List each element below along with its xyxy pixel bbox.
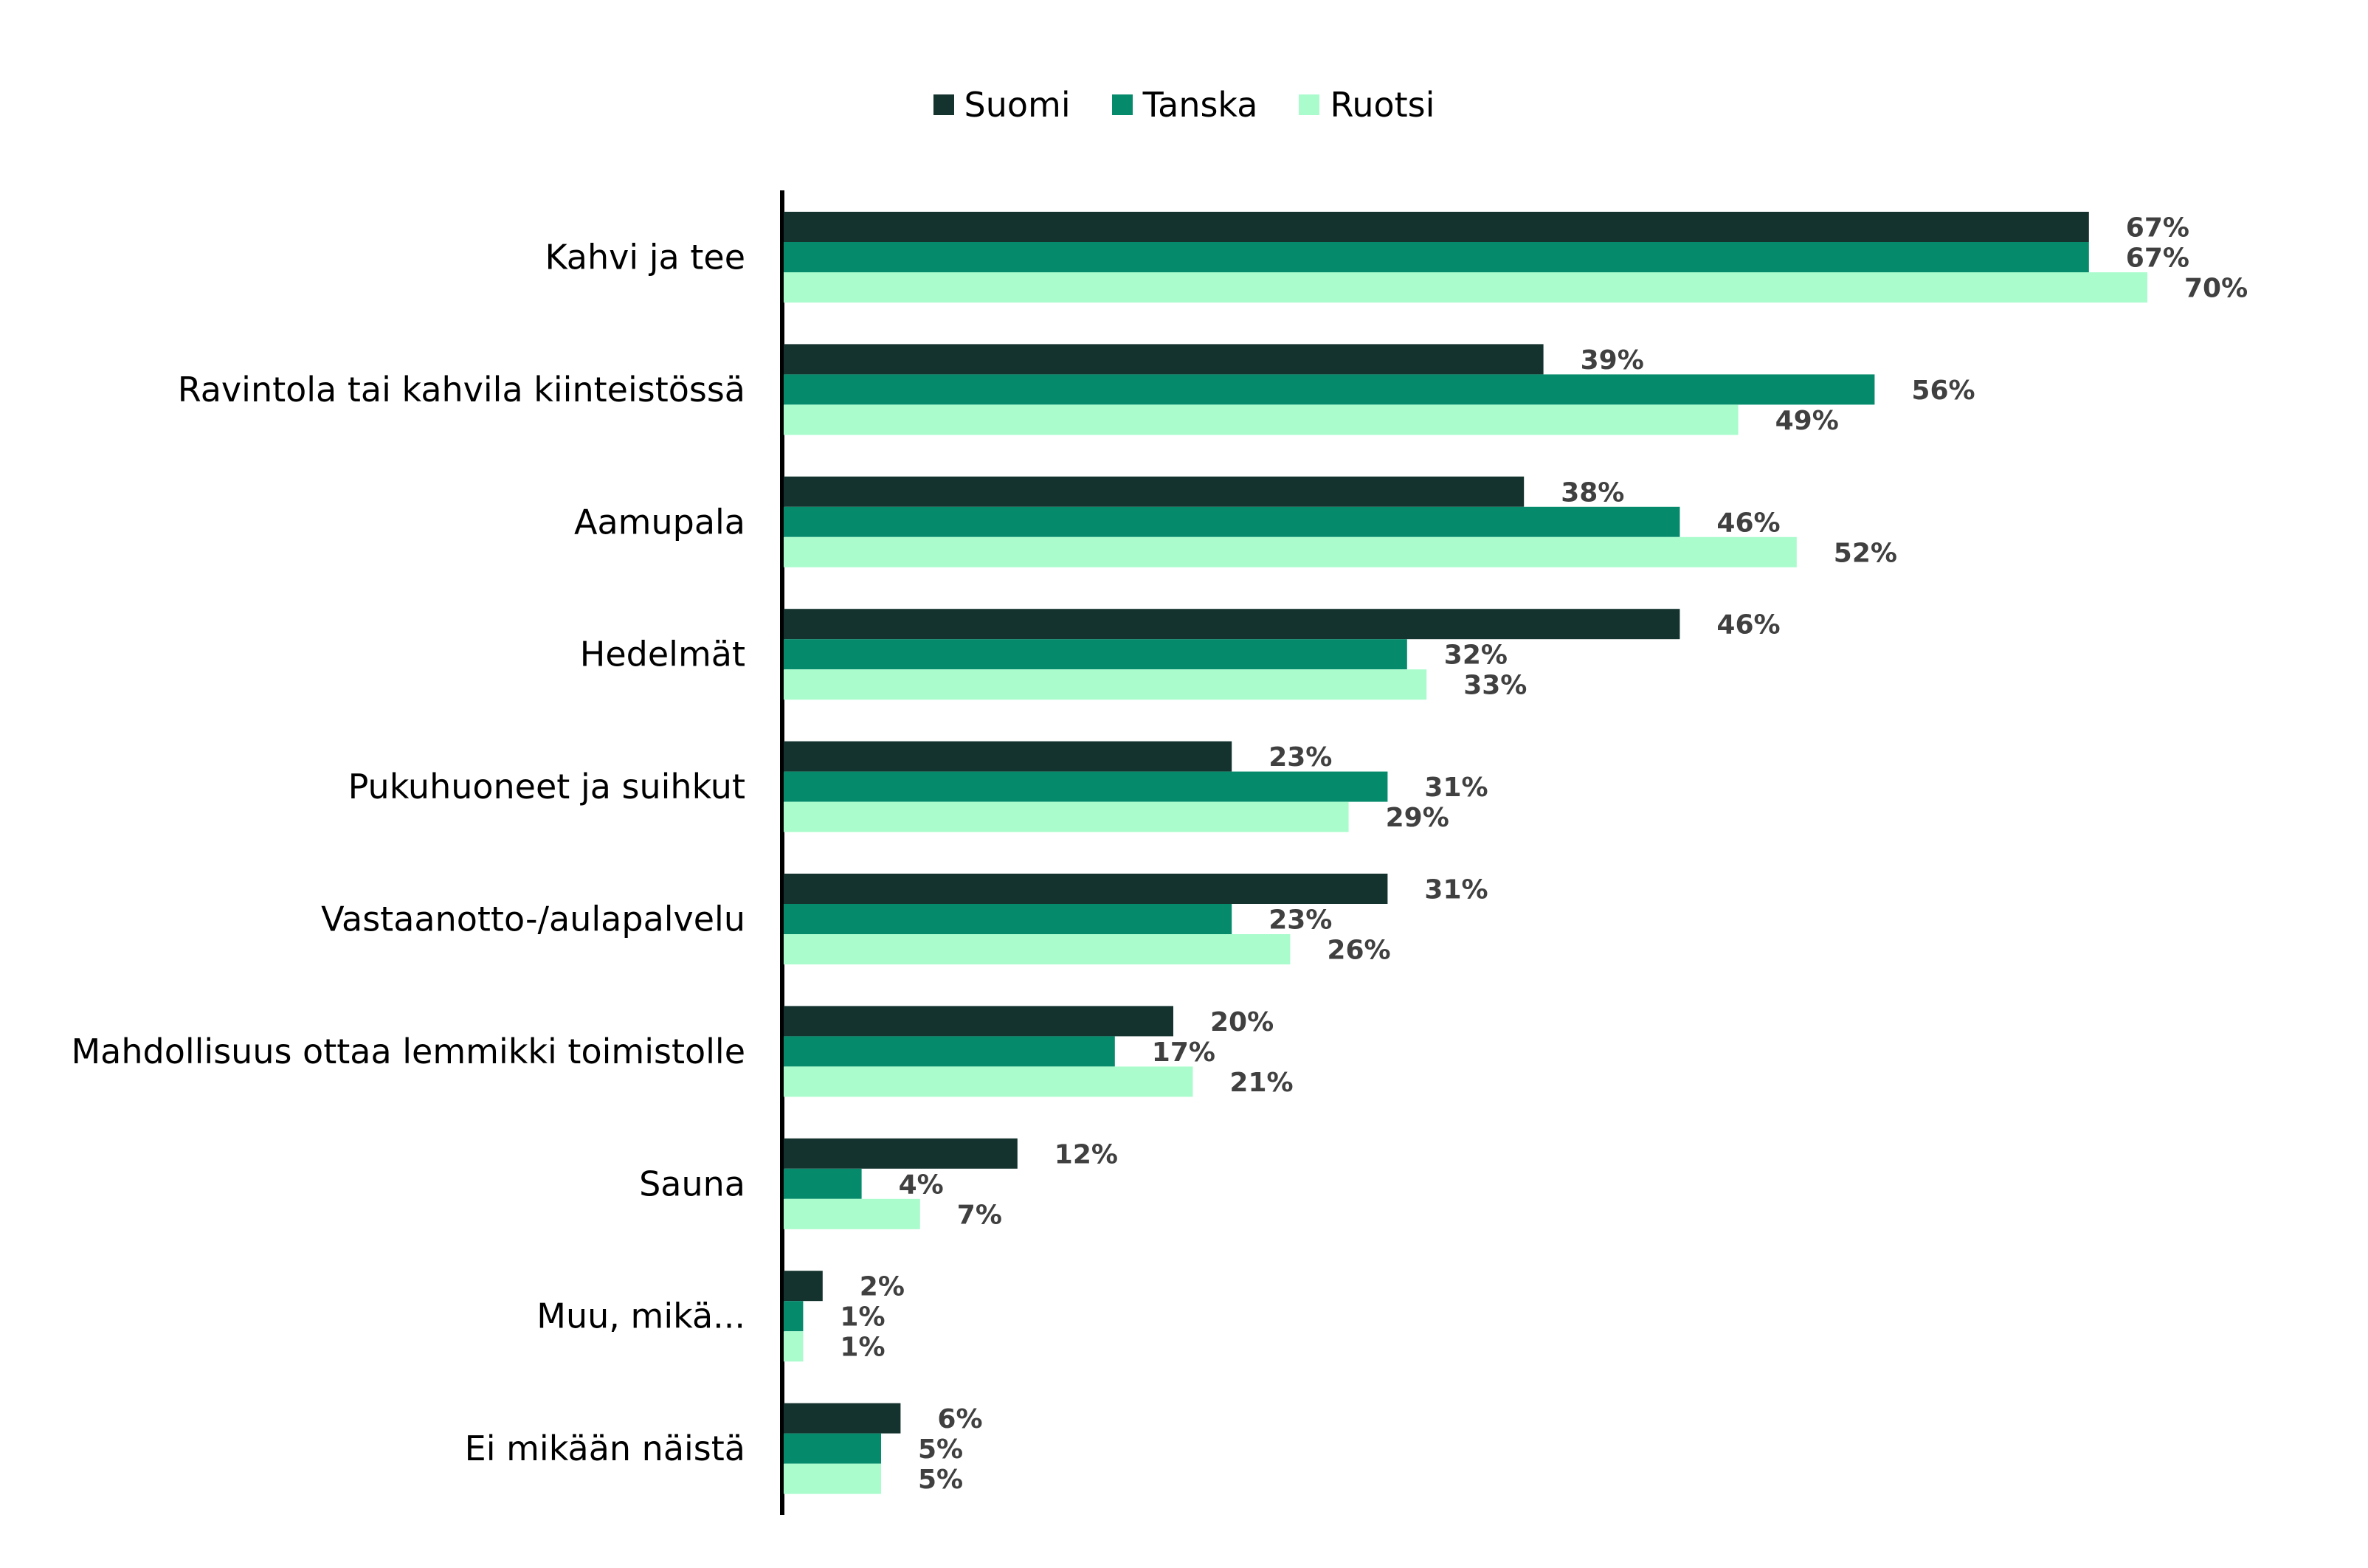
bar-tanska bbox=[784, 639, 1407, 670]
data-label: 23% bbox=[1268, 742, 1332, 773]
legend-item-tanska: Tanska bbox=[1111, 85, 1258, 125]
category-label: Ravintola tai kahvila kiinteistössä bbox=[178, 370, 745, 410]
bar-tanska bbox=[784, 1036, 1115, 1067]
bar-tanska bbox=[784, 904, 1232, 934]
data-label: 17% bbox=[1152, 1037, 1215, 1068]
bar-ruotsi bbox=[784, 536, 1797, 567]
legend-swatch bbox=[1299, 94, 1320, 115]
data-label: 20% bbox=[1210, 1007, 1274, 1037]
bar-tanska bbox=[784, 242, 2089, 272]
data-label: 7% bbox=[957, 1200, 1002, 1230]
data-label: 5% bbox=[918, 1434, 963, 1465]
data-label: 21% bbox=[1229, 1068, 1293, 1098]
bar-suomi bbox=[784, 1403, 901, 1434]
legend-item-ruotsi: Ruotsi bbox=[1299, 85, 1435, 125]
data-label: 46% bbox=[1716, 610, 1780, 640]
bar-ruotsi bbox=[784, 272, 2147, 303]
bar-tanska bbox=[784, 1433, 881, 1464]
data-label: 49% bbox=[1775, 406, 1839, 436]
bar-ruotsi bbox=[784, 1198, 920, 1229]
legend-swatch bbox=[933, 94, 954, 115]
data-label: 23% bbox=[1268, 905, 1332, 936]
data-label: 2% bbox=[860, 1272, 905, 1302]
data-label: 1% bbox=[840, 1333, 885, 1363]
data-label: 33% bbox=[1463, 671, 1527, 701]
bar-tanska bbox=[784, 771, 1388, 802]
bar-tanska bbox=[784, 1168, 862, 1199]
data-label: 52% bbox=[1834, 538, 1897, 568]
bar-suomi bbox=[784, 1006, 1173, 1037]
bar-suomi bbox=[784, 344, 1544, 375]
data-label: 5% bbox=[918, 1465, 963, 1495]
bar-suomi bbox=[784, 609, 1680, 640]
data-label: 6% bbox=[937, 1404, 982, 1434]
category-label: Kahvi ja tee bbox=[545, 238, 745, 277]
data-label: 38% bbox=[1561, 477, 1624, 508]
legend: Suomi Tanska Ruotsi bbox=[0, 83, 2368, 127]
bar-suomi bbox=[784, 476, 1525, 507]
category-label: Vastaanotto-/aulapalvelu bbox=[321, 899, 745, 939]
bar-suomi bbox=[784, 874, 1388, 904]
data-label: 32% bbox=[1444, 640, 1508, 671]
bar-suomi bbox=[784, 1271, 823, 1302]
bar-suomi bbox=[784, 741, 1232, 772]
data-label: 4% bbox=[899, 1170, 944, 1200]
bar-ruotsi bbox=[784, 404, 1739, 435]
legend-label: Ruotsi bbox=[1330, 85, 1435, 125]
legend-label: Suomi bbox=[964, 85, 1071, 125]
bar-tanska bbox=[784, 1301, 804, 1332]
category-label: Aamupala bbox=[574, 502, 745, 542]
category-label: Sauna bbox=[639, 1164, 745, 1203]
bar-ruotsi bbox=[784, 1463, 881, 1494]
bar-suomi bbox=[784, 212, 2089, 242]
data-label: 70% bbox=[2184, 274, 2248, 304]
bar-tanska bbox=[784, 506, 1680, 537]
data-label: 12% bbox=[1054, 1139, 1118, 1170]
category-label: Mahdollisuus ottaa lemmikki toimistolle bbox=[71, 1032, 745, 1071]
data-label: 31% bbox=[1424, 875, 1488, 905]
bar-ruotsi bbox=[784, 1066, 1193, 1097]
data-label: 67% bbox=[2126, 244, 2189, 274]
data-label: 31% bbox=[1424, 773, 1488, 803]
data-label: 26% bbox=[1327, 936, 1390, 966]
data-label: 1% bbox=[840, 1302, 885, 1333]
data-label: 39% bbox=[1581, 345, 1644, 376]
category-label: Pukuhuoneet ja suihkut bbox=[348, 767, 745, 807]
category-label: Muu, mikä... bbox=[536, 1296, 745, 1336]
bar-ruotsi bbox=[784, 934, 1291, 964]
data-label: 56% bbox=[1911, 376, 1975, 406]
bar-ruotsi bbox=[784, 1331, 804, 1362]
legend-item-suomi: Suomi bbox=[933, 85, 1071, 125]
legend-swatch bbox=[1111, 94, 1133, 115]
data-label: 46% bbox=[1716, 508, 1780, 538]
category-label: Ei mikään näistä bbox=[465, 1429, 745, 1468]
bar-ruotsi bbox=[784, 801, 1349, 832]
legend-label: Tanska bbox=[1142, 85, 1258, 125]
bar-suomi bbox=[784, 1138, 1018, 1169]
bar-tanska bbox=[784, 374, 1875, 405]
data-label: 29% bbox=[1386, 803, 1449, 833]
bar-ruotsi bbox=[784, 669, 1427, 700]
category-label: Hedelmät bbox=[580, 635, 745, 674]
data-label: 67% bbox=[2126, 213, 2189, 244]
